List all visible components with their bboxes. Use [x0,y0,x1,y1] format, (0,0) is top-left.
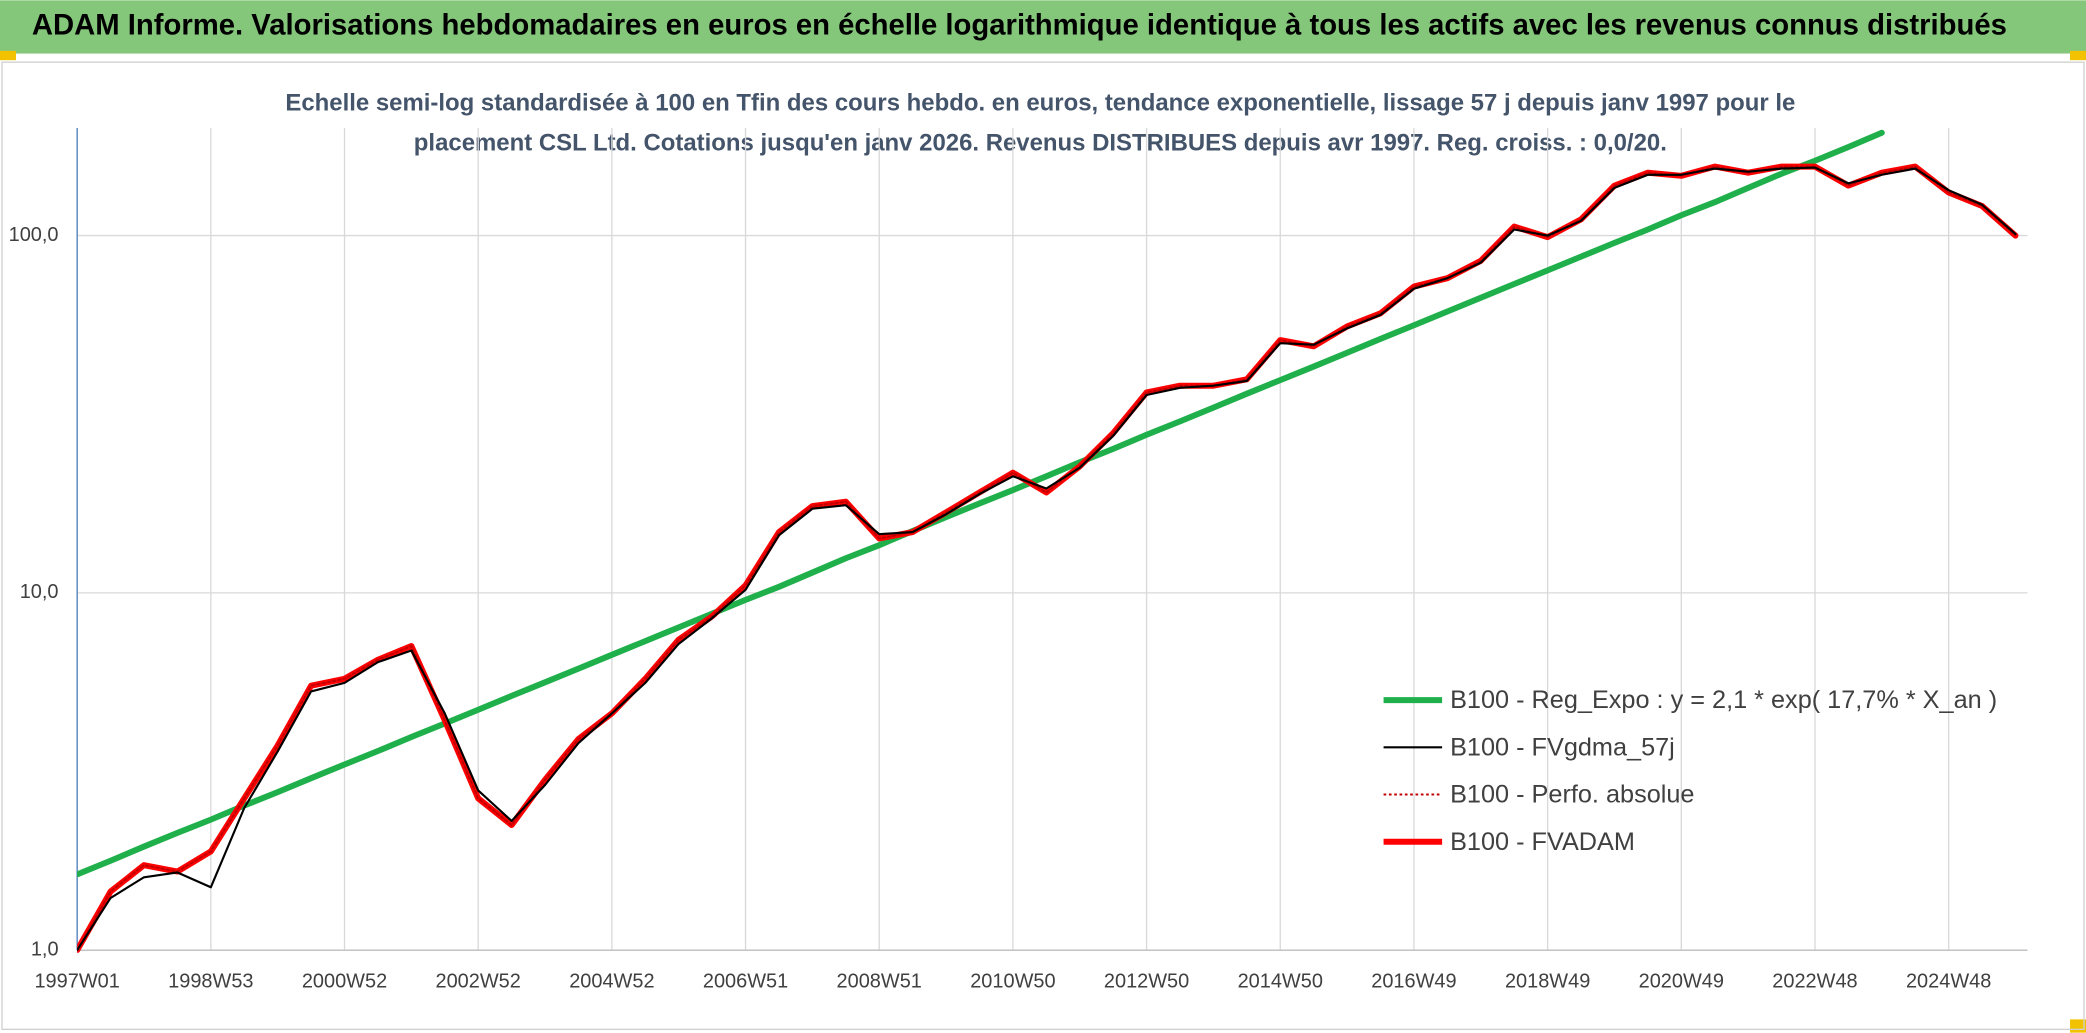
legend-label: B100 - Reg_Expo : y = 2,1 * exp( 17,7% *… [1450,686,1997,714]
x-tick-label: 2020W49 [1639,970,1724,992]
x-tick-label: 1998W53 [168,970,253,992]
y-tick-label: 1,0 [31,938,59,960]
chart-frame [1,61,2085,1031]
x-tick-label: 2022W48 [1772,970,1857,992]
title-bar [0,0,2086,54]
plot-area [77,129,2019,953]
corner-mark [2070,50,2086,61]
x-tick-label: 2010W50 [970,970,1055,992]
x-tick-label: 1997W01 [34,970,119,992]
corner-mark [0,50,16,61]
series-line [77,166,2017,952]
chart-title: ADAM Informe. Valorisations hebdomadaire… [32,10,2007,42]
x-tick-label: 2004W52 [569,970,654,992]
legend: B100 - Reg_Expo : y = 2,1 * exp( 17,7% *… [1383,686,1997,856]
x-tick-label: 2014W50 [1238,970,1323,992]
grid: 1,0 10,0 100,0 1997W01 1998W53 2000W52 2002W52… [9,128,2028,992]
y-tick-label: 100,0 [9,224,59,246]
x-tick-label: 2006W51 [703,970,788,992]
x-tick-label: 2002W52 [436,970,521,992]
legend-label: B100 - FVADAM [1450,828,1635,856]
x-tick-label: 2018W49 [1505,970,1590,992]
x-tick-label: 2024W48 [1906,970,1991,992]
x-tick-label: 2000W52 [302,970,387,992]
series-line [77,129,1885,878]
x-tick-label: 2008W51 [837,970,922,992]
chart-subtitle: placement CSL Ltd. Cotations jusqu'en ja… [414,129,1667,156]
x-tick-label: 2016W49 [1371,970,1456,992]
y-tick-label: 10,0 [20,581,59,603]
x-tick-label: 2012W50 [1104,970,1189,992]
legend-label: B100 - Perfo. absolue [1450,781,1694,809]
legend-label: B100 - FVgdma_57j [1450,733,1675,761]
chart-subtitle: Echelle semi-log standardisée à 100 en T… [285,89,1795,116]
